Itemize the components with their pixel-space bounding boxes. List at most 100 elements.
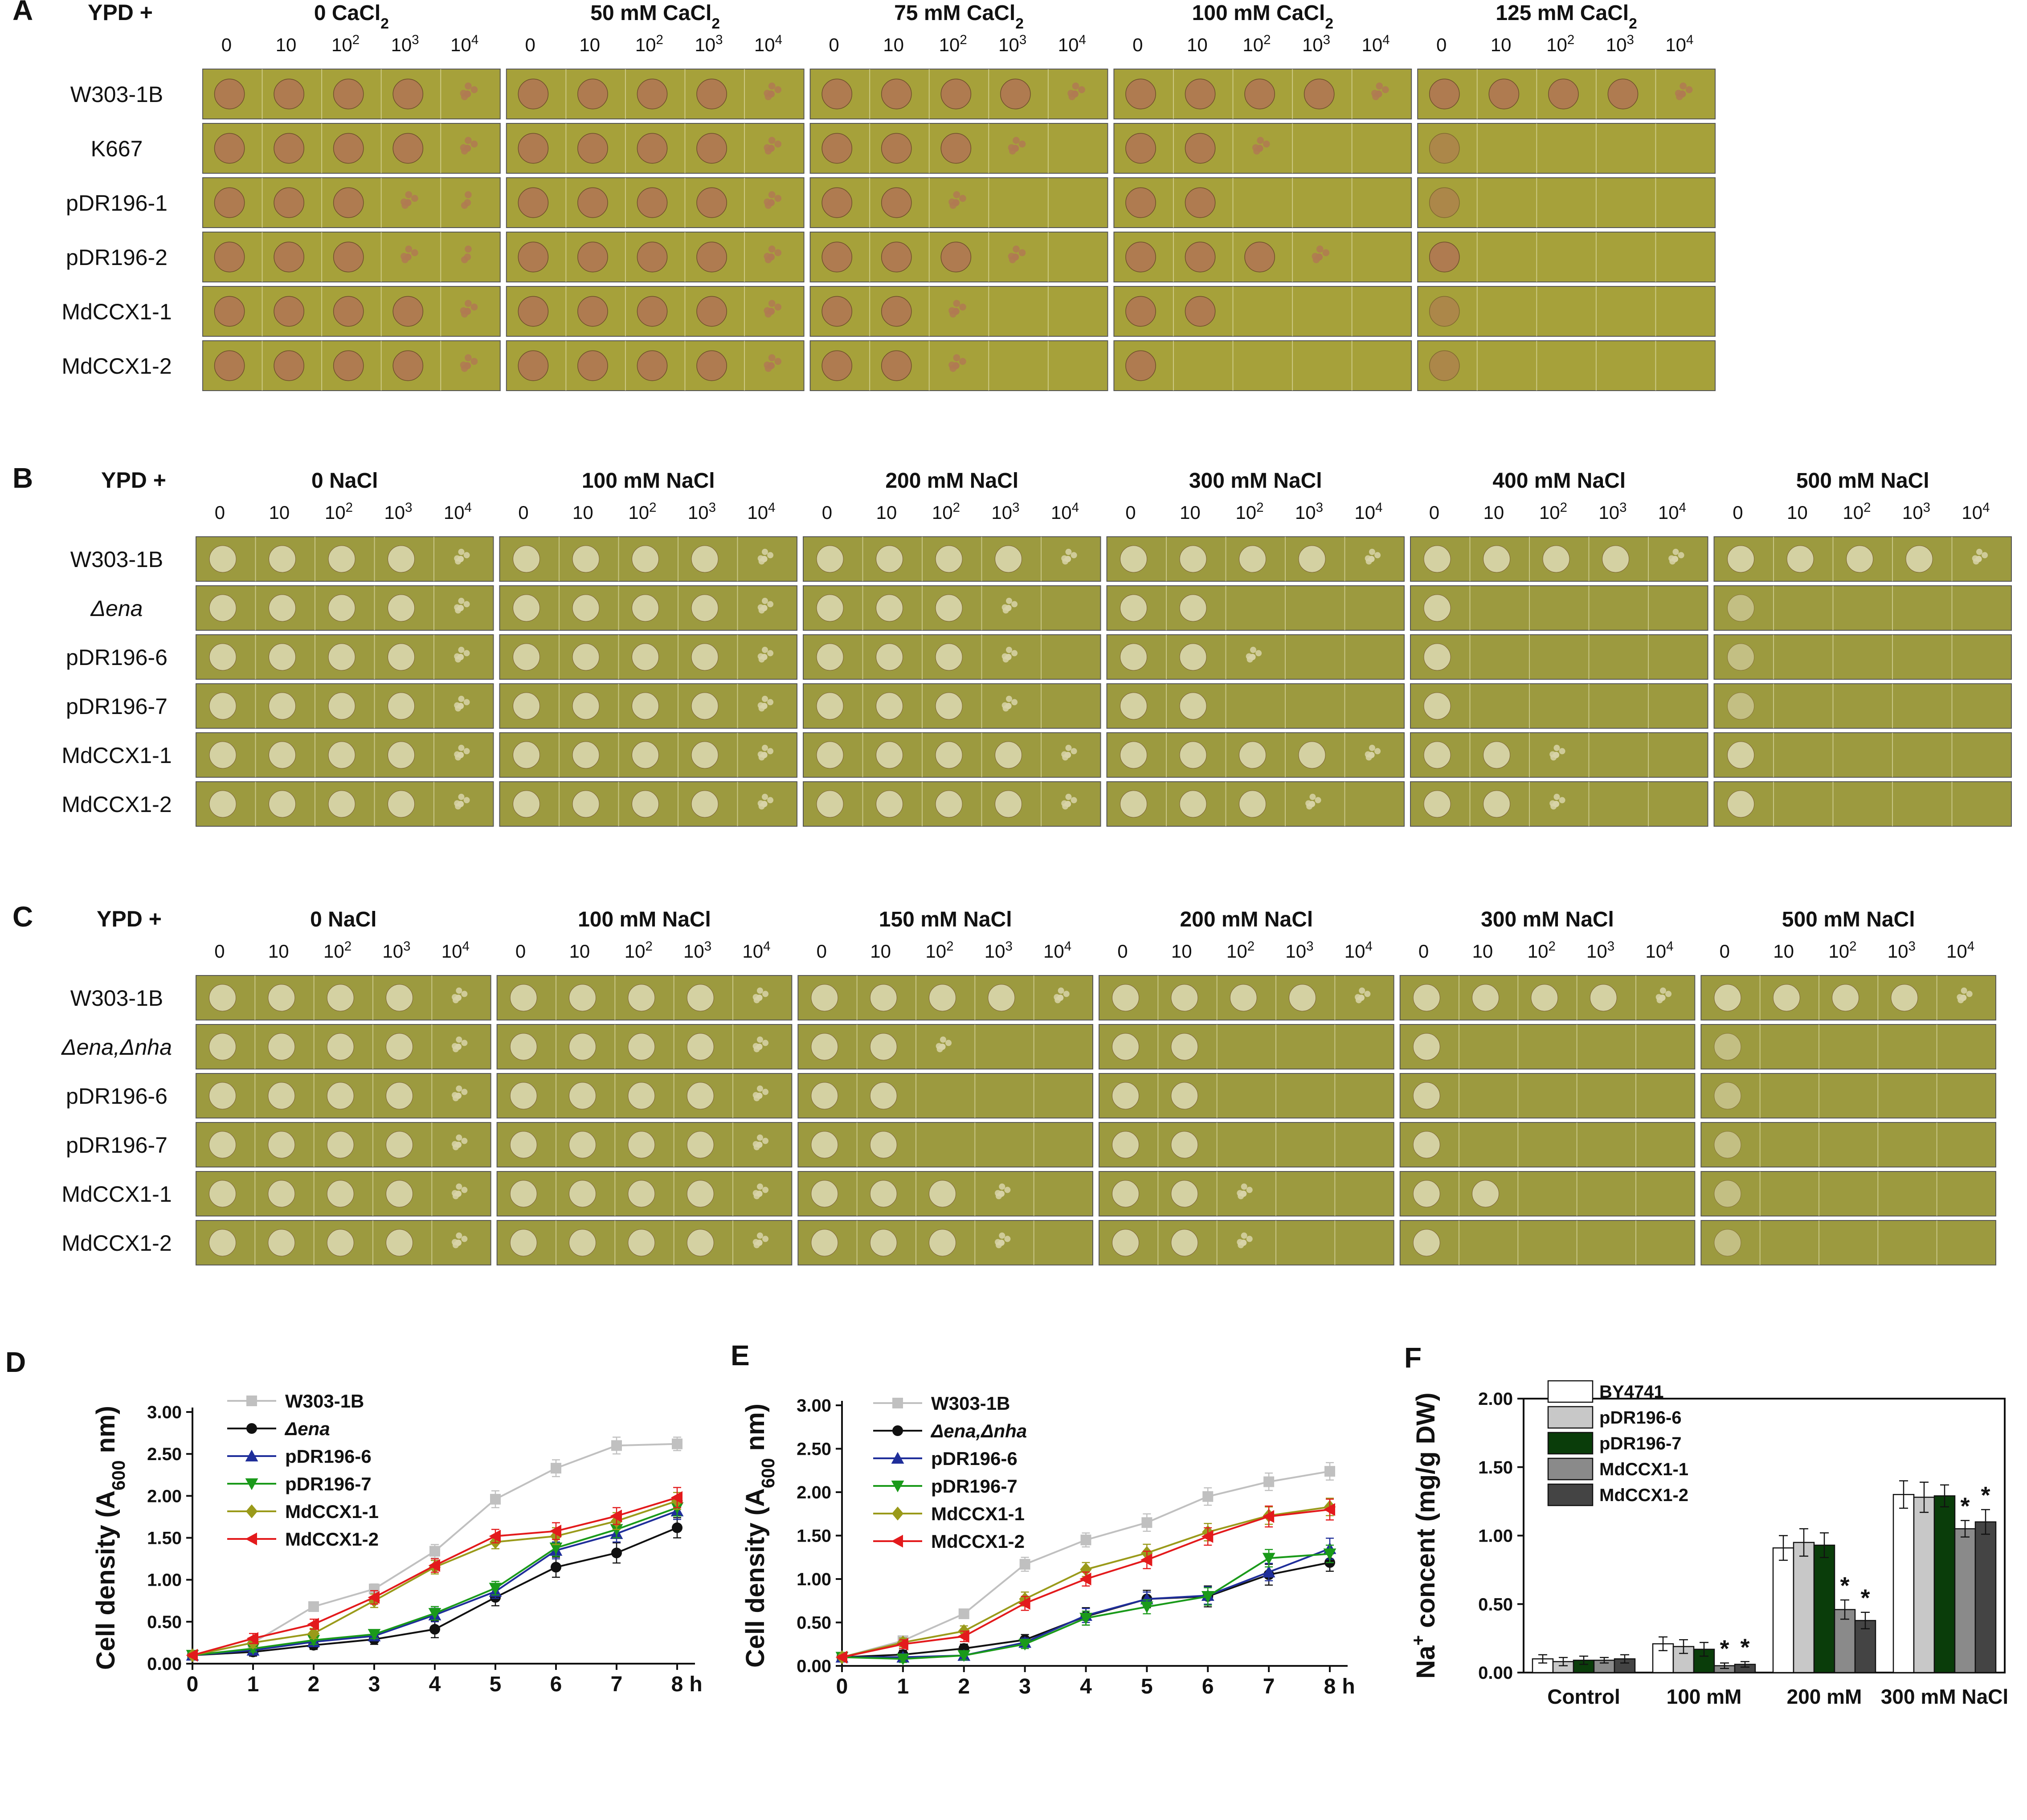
data-point <box>186 1649 198 1662</box>
colony-dot <box>764 253 771 260</box>
colony-spot <box>1429 78 1460 110</box>
strain-label: Δena,Δnha <box>61 1035 172 1060</box>
colony-spot <box>1112 1082 1139 1110</box>
colony-spot <box>1120 790 1147 818</box>
condition-title: 200 mM NaCl <box>885 469 1018 493</box>
colony-spot <box>1230 984 1257 1012</box>
colony-dot <box>460 307 467 314</box>
dilution-label-part: 10 <box>384 502 405 523</box>
dilution-label-part: 0 <box>518 502 528 523</box>
dilution-label: 10 <box>269 502 290 523</box>
colony-dot <box>465 137 472 144</box>
data-point <box>1140 1553 1152 1567</box>
colony-dot <box>757 604 764 611</box>
condition-title: 0 NaCl <box>310 908 376 931</box>
dilution-label-part: 10 <box>1843 502 1864 523</box>
colony-dot <box>752 1141 759 1147</box>
dilution-label: 102 <box>1843 500 1871 523</box>
data-point <box>672 1438 682 1449</box>
x-tick-label: 5 <box>490 1673 502 1696</box>
colony-dot <box>761 647 768 653</box>
dilution-label: 0 <box>829 34 839 55</box>
colony-spot <box>870 1180 897 1208</box>
colony-dot <box>1316 245 1324 253</box>
condition-title-part: 2 <box>380 16 389 32</box>
data-point <box>246 1632 258 1645</box>
data-point <box>1080 1534 1091 1546</box>
colony-dot <box>456 1232 462 1239</box>
colony-spot <box>569 1033 596 1061</box>
colony-dot <box>752 994 759 1000</box>
colony-spot <box>1244 78 1275 110</box>
colony-spot <box>388 692 415 720</box>
agar-strip <box>1700 1171 1996 1216</box>
dilution-label: 10 <box>1787 502 1808 523</box>
data-point <box>368 1629 381 1641</box>
dilution-label: 103 <box>688 500 716 523</box>
colony-spot <box>935 643 963 671</box>
colony-dot <box>460 90 467 97</box>
colony-spot <box>1423 790 1451 818</box>
colony-dot <box>959 195 966 202</box>
colony-spot <box>1185 187 1216 218</box>
colony-spot <box>577 133 608 164</box>
colony-spot <box>1125 133 1156 164</box>
legend-label: MdCCX1-1 <box>931 1503 1025 1524</box>
data-point <box>489 1530 501 1543</box>
data-point <box>1140 1601 1153 1613</box>
colony-spot <box>935 594 963 622</box>
colony-spot <box>1429 133 1460 164</box>
agar-strip <box>797 1122 1094 1167</box>
colony-spot <box>1120 692 1147 720</box>
colony-spot <box>1179 594 1207 622</box>
dilution-label-part: 10 <box>688 502 709 523</box>
dilution-label-part: 10 <box>1295 502 1316 523</box>
colony-spot <box>518 133 549 164</box>
colony-spot <box>577 350 608 381</box>
dilution-label-part: 10 <box>572 502 593 523</box>
colony-spot <box>632 545 659 573</box>
agar-strip <box>1113 177 1412 228</box>
dilution-label-part: 10 <box>1354 502 1375 523</box>
colony-dot <box>1961 988 1967 994</box>
colony-dot <box>764 144 771 151</box>
colony-spot <box>687 1082 714 1110</box>
x-tick-label: 6 <box>550 1673 562 1696</box>
dilution-label: 10 <box>569 941 590 962</box>
colony-spot <box>1112 1033 1139 1061</box>
colony-spot <box>881 296 912 327</box>
legend-label: W303-1B <box>285 1391 364 1412</box>
data-point <box>1140 1592 1153 1604</box>
colony-spot <box>510 1229 537 1257</box>
dilution-label: 10 <box>572 502 593 523</box>
dilution-label: 104 <box>1043 939 1071 962</box>
colony-spot <box>268 1131 295 1159</box>
agar-strip <box>1713 683 2012 729</box>
colony-dot <box>1305 800 1312 807</box>
condition-title: 75 mM CaCl2 <box>894 1 1024 32</box>
colony-dot <box>762 1089 769 1095</box>
colony-dot <box>405 245 413 253</box>
significance-mark: * <box>1720 1635 1729 1662</box>
dilution-label-part: 10 <box>1051 502 1072 523</box>
colony-dot <box>768 82 776 90</box>
colony-dot <box>411 195 418 202</box>
agar-strip <box>1700 1122 1996 1167</box>
colony-spot <box>1179 643 1207 671</box>
colony-spot <box>386 1033 413 1061</box>
colony-spot <box>569 1180 596 1208</box>
colony-spot <box>327 1131 354 1159</box>
colony-dot <box>945 1040 952 1046</box>
colony-dot <box>452 1141 458 1147</box>
colony-spot <box>1548 78 1579 110</box>
data-point <box>891 1506 904 1521</box>
legend-swatch <box>1547 1406 1594 1429</box>
colony-dot <box>1241 1183 1247 1190</box>
colony-dot <box>454 751 461 758</box>
data-point <box>549 1525 561 1538</box>
data-point <box>1323 1548 1336 1560</box>
dilution-label-part: 10 <box>925 941 946 962</box>
data-point <box>429 1546 440 1557</box>
dilution-label: 102 <box>925 939 953 962</box>
dilution-label-part: 0 <box>829 34 839 55</box>
